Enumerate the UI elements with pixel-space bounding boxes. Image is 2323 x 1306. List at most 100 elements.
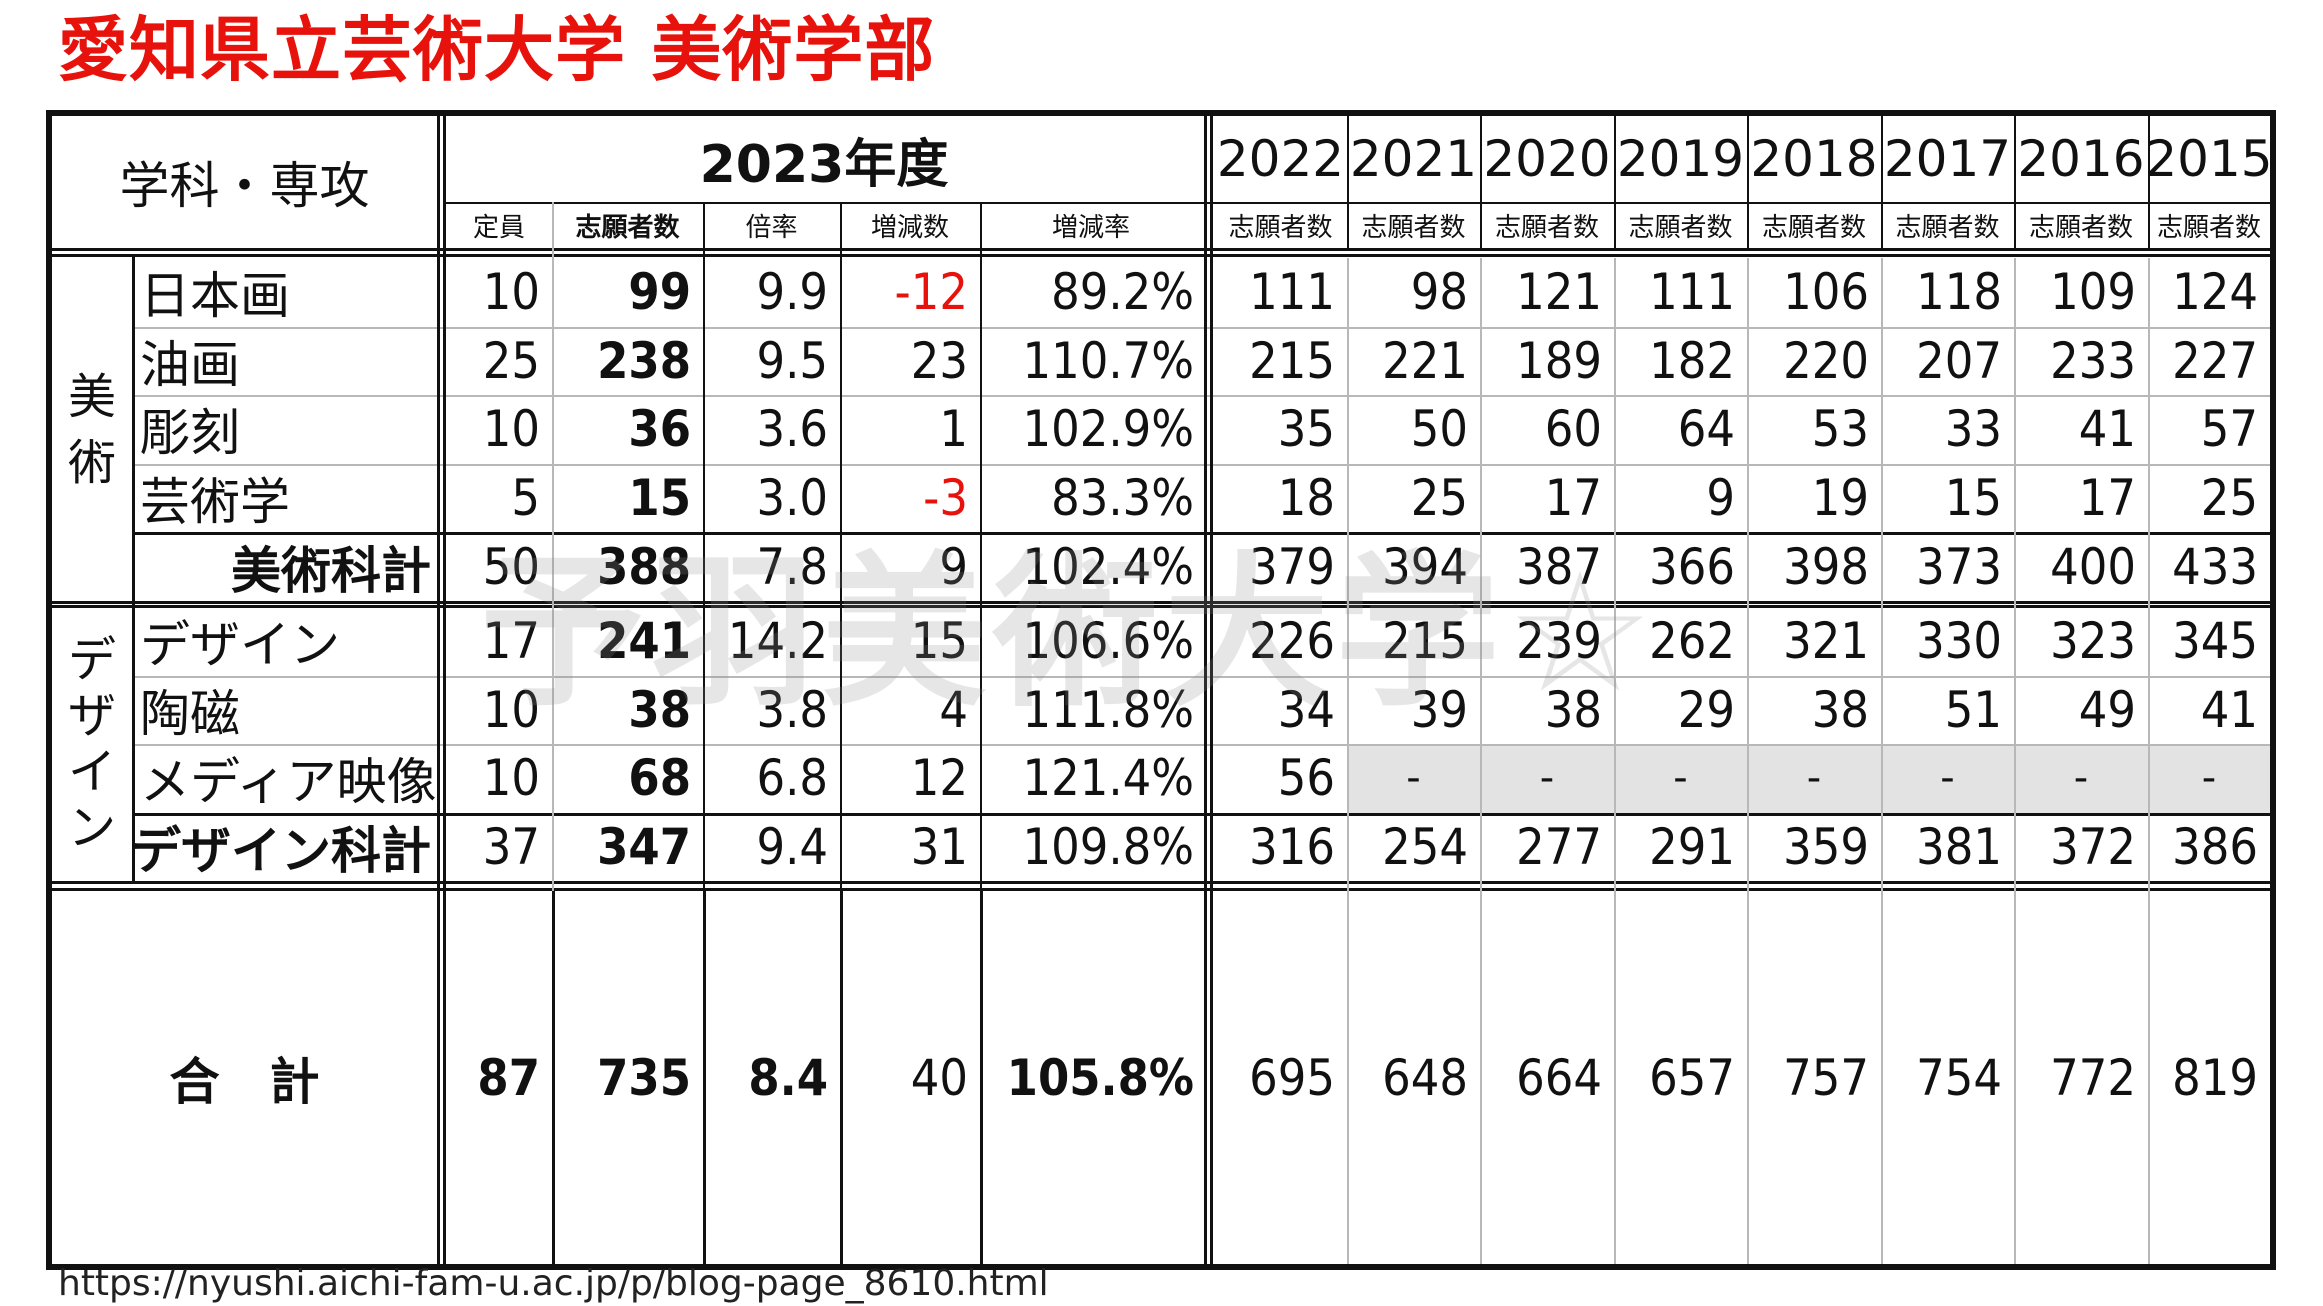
page-title: 愛知県立芸術大学 美術学部 xyxy=(58,9,936,91)
history-value: 182 xyxy=(1649,331,1735,390)
change-value: 15 xyxy=(910,612,968,671)
history-value: 41 xyxy=(2078,400,2136,459)
row-name: 芸術学 xyxy=(140,473,290,532)
group-label-art: 美術 xyxy=(52,258,132,601)
column-divider xyxy=(1614,116,1616,248)
history-value: 17 xyxy=(1544,469,1602,528)
applicants-value: 388 xyxy=(597,537,691,596)
row-name: デザイン科計 xyxy=(132,822,431,881)
header-sub-label: 倍率 xyxy=(745,212,798,243)
history-value: 215 xyxy=(1249,331,1335,390)
column-divider xyxy=(1747,258,1749,1264)
group-label-char: 術 xyxy=(67,434,116,491)
column-divider xyxy=(840,891,843,1264)
header-year: 2020 xyxy=(1483,130,1611,188)
change-value: 9 xyxy=(939,537,968,596)
history-value: 345 xyxy=(2172,612,2258,671)
capacity-value: 10 xyxy=(482,749,540,808)
column-divider xyxy=(2014,116,2016,248)
group-label-char: イ xyxy=(67,744,116,801)
row-name: 陶磁 xyxy=(140,684,240,743)
column-divider xyxy=(1347,258,1349,1264)
history-value: 57 xyxy=(2200,400,2258,459)
history-value: 25 xyxy=(1410,469,1468,528)
column-divider xyxy=(2148,116,2150,248)
row-divider xyxy=(52,254,2270,257)
change-value: -3 xyxy=(923,469,968,528)
row-divider xyxy=(132,463,2270,466)
ratio-value: 7.8 xyxy=(756,537,828,596)
history-value: 220 xyxy=(1783,331,1869,390)
history-value: 330 xyxy=(1916,612,2002,671)
history-value: 25 xyxy=(2200,469,2258,528)
history-value: 372 xyxy=(2050,818,2136,877)
history-value: 38 xyxy=(1811,680,1869,739)
header-year: 2022 xyxy=(1216,130,1345,188)
history-value: 35 xyxy=(1277,400,1335,459)
column-divider xyxy=(1347,116,1349,248)
history-value: 17 xyxy=(2078,469,2136,528)
header-sub-label: 増減数 xyxy=(870,212,949,243)
history-value: - xyxy=(1614,744,1747,813)
header-sub-label: 志願者数 xyxy=(575,212,680,243)
header-year-sub-label: 志願者数 xyxy=(1628,212,1733,243)
capacity-value: 17 xyxy=(482,612,540,671)
capacity-value: 87 xyxy=(477,1048,540,1107)
change-rate-value: 102.4% xyxy=(1022,537,1194,596)
header-sub-label: 定員 xyxy=(472,212,525,243)
history-value: 9 xyxy=(1706,469,1735,528)
history-value: 359 xyxy=(1783,818,1869,877)
capacity-value: 50 xyxy=(482,537,540,596)
applicants-value: 238 xyxy=(597,331,691,390)
row-divider xyxy=(52,881,2270,885)
applicants-value: 38 xyxy=(628,680,691,739)
history-value: 118 xyxy=(1916,263,2002,322)
header-sub-label: 増減率 xyxy=(1051,212,1130,243)
ratio-value: 3.8 xyxy=(756,680,828,739)
ratio-value: 8.4 xyxy=(748,1048,828,1107)
column-divider xyxy=(840,202,842,1264)
history-value: 221 xyxy=(1382,331,1468,390)
ratio-value: 9.4 xyxy=(756,818,828,877)
capacity-value: 10 xyxy=(482,680,540,739)
history-value: 394 xyxy=(1382,537,1468,596)
column-divider xyxy=(1881,258,1883,1264)
history-value: 53 xyxy=(1811,400,1869,459)
history-value: - xyxy=(2148,744,2270,813)
history-value: 39 xyxy=(1410,680,1468,739)
change-value: 40 xyxy=(910,1048,968,1107)
history-value: - xyxy=(1881,744,2014,813)
column-divider xyxy=(437,116,440,1264)
history-value: 18 xyxy=(1277,469,1335,528)
history-value: 41 xyxy=(2200,680,2258,739)
capacity-value: 10 xyxy=(482,263,540,322)
history-value: 50 xyxy=(1410,400,1468,459)
history-value: 398 xyxy=(1783,537,1869,596)
column-divider xyxy=(443,116,446,1264)
history-value: 38 xyxy=(1544,680,1602,739)
history-value: - xyxy=(2014,744,2148,813)
history-value: 291 xyxy=(1649,818,1735,877)
row-divider xyxy=(132,326,2270,329)
header-year-sub-label: 志願者数 xyxy=(1895,212,2000,243)
history-value: 227 xyxy=(2172,331,2258,390)
ratio-value: 9.9 xyxy=(756,263,828,322)
ratio-value: 6.8 xyxy=(756,749,828,808)
row-divider xyxy=(52,248,2270,251)
history-value: - xyxy=(1480,744,1614,813)
history-value: 111 xyxy=(1249,263,1335,322)
header-year: 2018 xyxy=(1750,130,1878,188)
change-rate-value: 89.2% xyxy=(1051,263,1194,322)
group-label-char: デ xyxy=(67,632,116,689)
history-value: 387 xyxy=(1516,537,1602,596)
row-name: 油画 xyxy=(140,335,240,394)
change-rate-value: 102.9% xyxy=(1022,400,1194,459)
history-value: 323 xyxy=(2050,612,2136,671)
column-divider xyxy=(1881,116,1883,248)
column-divider xyxy=(2014,258,2016,1264)
history-value: 381 xyxy=(1916,818,2002,877)
history-value: 49 xyxy=(2078,680,2136,739)
column-divider xyxy=(1614,258,1616,1264)
column-divider xyxy=(2148,258,2150,1264)
ratio-value: 3.6 xyxy=(756,400,828,459)
